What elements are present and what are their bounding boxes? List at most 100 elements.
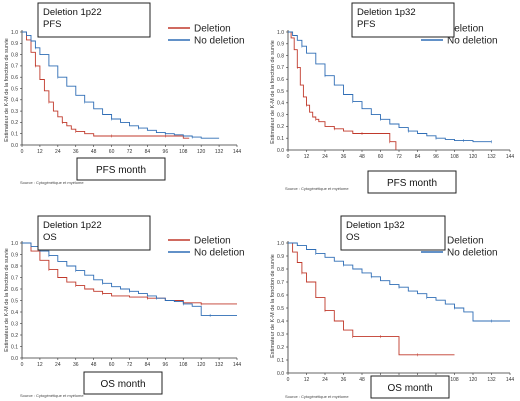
x-tick-label: 108 [450,154,459,160]
source-note: Source : Cytogénétique et myélome [20,180,84,185]
x-tick-label: 48 [359,154,365,160]
x-tick-label: 36 [73,362,79,368]
y-tick-label: 0.4 [11,98,18,104]
km-panel: 0.0 0.1 0.2 0.3 0.4 0.5 0.6 0.7 0.8 0.9 1.0 0 12 24 36… [4,215,245,398]
x-tick-label: 144 [506,377,515,383]
y-tick-label: 0.7 [11,64,18,70]
x-tick-label: 132 [215,362,224,368]
x-axis-label-box [76,157,166,181]
y-tick-label: 0.8 [277,267,284,273]
x-tick-label: 60 [378,154,384,160]
x-tick-label: 96 [163,149,169,155]
y-tick-label: 0.1 [11,132,18,138]
y-tick-label: 0.0 [277,371,284,377]
y-tick-label: 0.8 [11,52,18,58]
y-tick-label: 0.0 [11,356,18,362]
x-tick-label: 24 [322,377,328,383]
panel-title-box [37,2,151,38]
y-tick-label: 0.6 [11,75,18,81]
source-note: Source : Cytogénétique et myélome [20,393,84,398]
y-tick-label: 0.3 [11,109,18,115]
x-tick-label: 12 [37,362,43,368]
panel-title-box [37,215,151,251]
panel-title: Deletion 1p32 [346,220,405,231]
x-axis-label-box [83,371,163,395]
y-tick-label: 0.7 [11,275,18,281]
panel-title: Deletion 1p22 [43,7,102,18]
y-tick-label: 0.8 [11,264,18,270]
panel-title: Deletion 1p32 [357,7,416,18]
x-tick-label: 144 [506,154,515,160]
x-tick-label: 48 [91,362,97,368]
y-tick-label: 0.3 [277,112,284,118]
x-tick-label: 96 [433,154,439,160]
y-tick-label: 0.4 [11,310,18,316]
x-tick-label: 96 [163,362,169,368]
x-tick-label: 12 [37,149,43,155]
panel-subtitle: OS [43,232,57,243]
x-tick-label: 0 [287,154,290,160]
y-tick-label: 0.7 [277,65,284,71]
y-tick-label: 0.9 [11,252,18,258]
x-tick-label: 24 [322,154,328,160]
x-axis-label: PFS month [387,178,437,189]
x-axis-label-box [370,375,450,399]
x-tick-label: 36 [341,377,347,383]
y-axis-label: Estimateur de K-M de la fonction de surv… [270,40,276,144]
y-tick-label: 0.1 [11,344,18,350]
x-tick-label: 0 [21,149,24,155]
source-note: Source : Cytogénétique et myélome [285,186,349,191]
y-tick-label: 0.3 [11,321,18,327]
legend-label-no-deletion: No deletion [194,36,245,47]
y-tick-label: 0.5 [277,89,284,95]
legend-label-deletion: Deletion [447,24,484,35]
x-tick-label: 72 [127,149,133,155]
x-tick-label: 120 [469,377,478,383]
y-tick-label: 0.6 [11,287,18,293]
x-tick-label: 120 [197,362,206,368]
x-tick-label: 72 [127,362,133,368]
x-tick-label: 0 [21,362,24,368]
x-tick-label: 84 [145,149,151,155]
y-tick-label: 0.0 [277,148,284,154]
x-tick-label: 48 [91,149,97,155]
legend-label-no-deletion: No deletion [194,248,245,259]
y-tick-label: 0.5 [11,86,18,92]
no-deletion-survival-curve [288,31,492,143]
legend-label-no-deletion: No deletion [447,248,498,259]
x-tick-label: 144 [233,362,242,368]
x-tick-label: 84 [415,154,421,160]
x-tick-label: 108 [179,149,188,155]
y-axis-label: Estimateur de K-M de la fonction de surv… [4,38,10,142]
y-tick-label: 0.2 [11,333,18,339]
x-axis-label-box [367,170,457,194]
x-tick-label: 72 [396,154,402,160]
km-panel: 0.0 0.1 0.2 0.3 0.4 0.5 0.6 0.7 0.8 0.9 1.0 0 12 24 36… [270,2,515,194]
x-tick-label: 12 [304,377,310,383]
x-tick-label: 84 [145,362,151,368]
panel-title-box [351,2,455,38]
y-tick-label: 1.0 [11,30,18,36]
panel-subtitle: PFS [43,19,61,30]
x-axis-label: PFS month [96,165,146,176]
legend-label-deletion: Deletion [194,24,231,35]
no-deletion-survival-curve [22,31,220,139]
deletion-survival-curve [288,31,397,150]
x-tick-label: 24 [55,362,61,368]
y-tick-label: 1.0 [277,30,284,36]
deletion-survival-curve [288,242,455,356]
y-tick-label: 0.2 [11,120,18,126]
y-tick-label: 0.4 [277,319,284,325]
x-tick-label: 144 [233,149,242,155]
legend-label-no-deletion: No deletion [447,36,498,47]
y-tick-label: 0.2 [277,124,284,130]
x-tick-label: 60 [109,362,115,368]
panel-subtitle: PFS [357,19,375,30]
y-tick-label: 0.8 [277,53,284,59]
x-tick-label: 60 [109,149,115,155]
deletion-survival-curve [22,242,237,305]
y-tick-label: 0.1 [277,136,284,142]
source-note: Source : Cytogénétique et myélome [285,394,349,399]
deletion-survival-curve [22,31,190,139]
